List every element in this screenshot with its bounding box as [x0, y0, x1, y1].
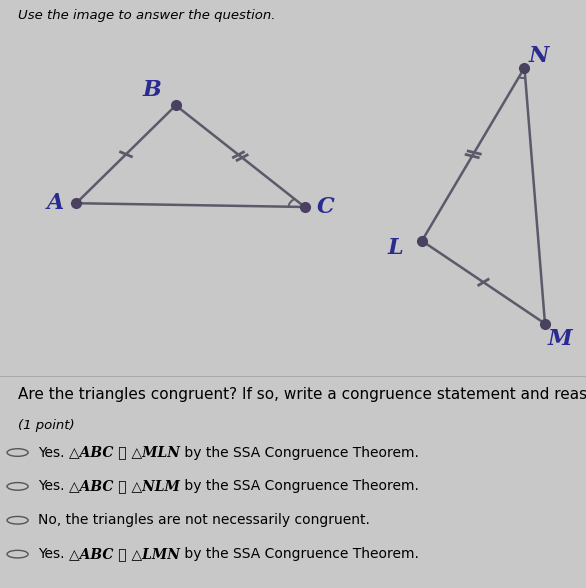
Text: A: A [47, 192, 64, 214]
Text: No, the triangles are not necessarily congruent.: No, the triangles are not necessarily co… [38, 513, 370, 527]
Text: B: B [143, 79, 162, 101]
Text: by the SSA Congruence Theorem.: by the SSA Congruence Theorem. [180, 479, 419, 493]
Text: by the SSA Congruence Theorem.: by the SSA Congruence Theorem. [180, 446, 419, 460]
Text: Yes.: Yes. [38, 547, 69, 561]
Text: by the SSA Congruence Theorem.: by the SSA Congruence Theorem. [180, 547, 419, 561]
Text: Are the triangles congruent? If so, write a congruence statement and reason why.: Are the triangles congruent? If so, writ… [18, 387, 586, 402]
Text: △ABC ≅ △LMN: △ABC ≅ △LMN [69, 547, 180, 561]
Text: Use the image to answer the question.: Use the image to answer the question. [18, 9, 275, 22]
Text: (1 point): (1 point) [18, 419, 74, 432]
Text: L: L [388, 238, 403, 259]
Text: △ABC ≅ △MLN: △ABC ≅ △MLN [69, 446, 180, 460]
Text: N: N [529, 45, 549, 68]
Text: M: M [547, 328, 572, 350]
Text: △ABC ≅ △NLM: △ABC ≅ △NLM [69, 479, 180, 493]
Text: Yes.: Yes. [38, 446, 69, 460]
Text: C: C [316, 196, 334, 218]
Text: Yes.: Yes. [38, 479, 69, 493]
